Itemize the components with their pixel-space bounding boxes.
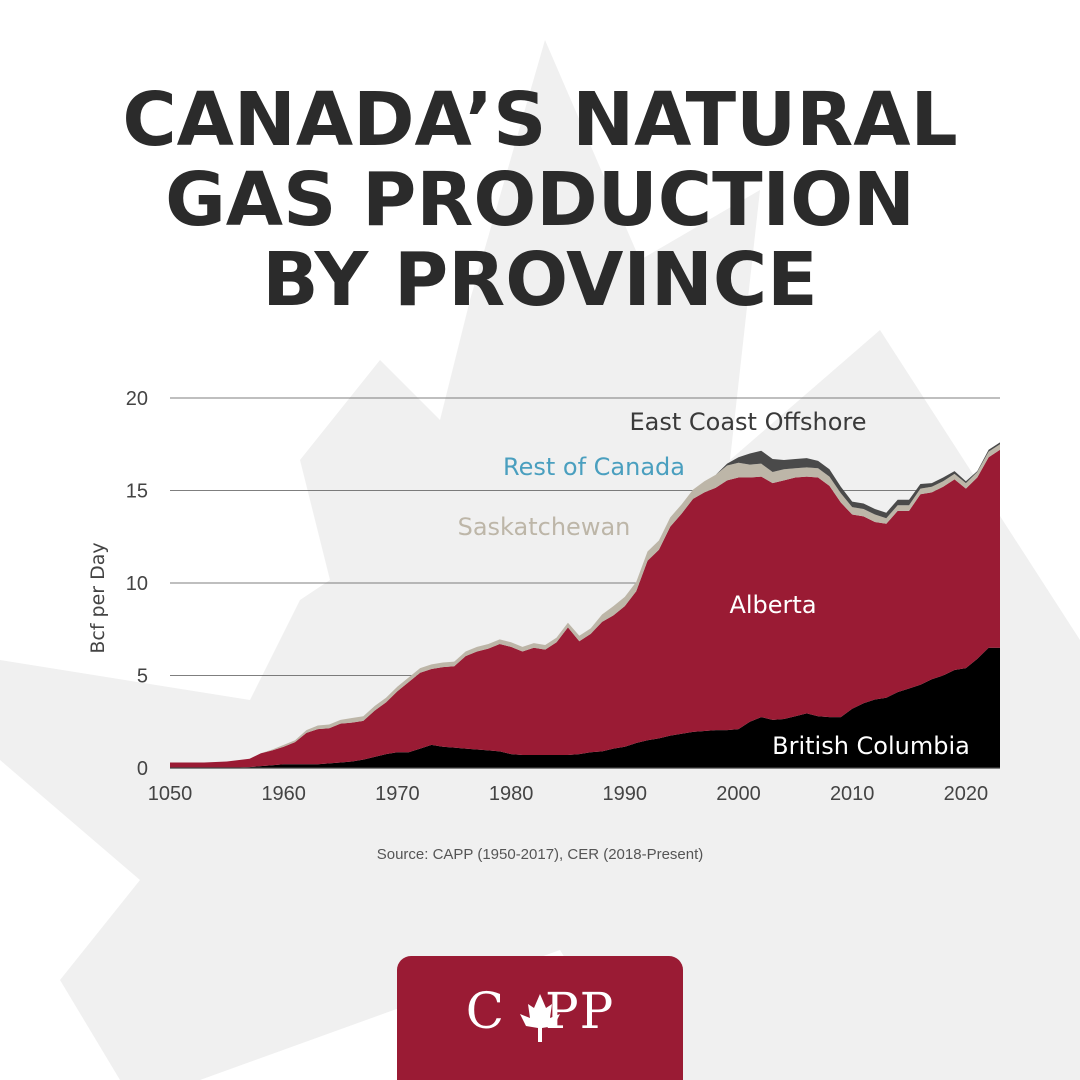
x-tick-label: 2010	[830, 783, 875, 805]
y-axis-label: Bcf per Day	[87, 542, 109, 653]
x-tick-label: 1980	[489, 783, 534, 805]
x-tick-label: 1990	[603, 783, 648, 805]
series-label-rest-of-canada: Rest of Canada	[503, 453, 685, 481]
logo-wordmark: C PP	[397, 982, 683, 1040]
y-tick-label: 0	[137, 758, 148, 780]
logo-letters-pp: PP	[544, 982, 615, 1040]
series-label-saskatchewan: Saskatchewan	[458, 513, 631, 541]
series-label-alberta: Alberta	[729, 591, 816, 619]
title-line-1: CANADA’S NATURAL	[122, 77, 958, 163]
source-note: Source: CAPP (1950-2017), CER (2018-Pres…	[376, 846, 704, 863]
x-tick-label: 2000	[716, 783, 761, 805]
x-tick-label: 2020	[944, 783, 989, 805]
capp-logo: C PP	[397, 956, 683, 1080]
series-labels: East Coast Offshore Rest of Canada Saskatc…	[458, 408, 970, 760]
y-tick-label: 10	[126, 573, 148, 595]
y-tick-label: 20	[126, 388, 148, 410]
production-area-chart: 0 5 10 15 20 1050 1960 1970 1980 1990 2000 2010 2020…	[87, 388, 1000, 805]
series-label-british-columbia: British Columbia	[772, 732, 970, 760]
x-tick-label: 1050	[148, 783, 193, 805]
title-line-2: GAS PRODUCTION	[165, 157, 915, 243]
y-tick-label: 15	[126, 481, 148, 503]
area-alberta	[170, 449, 1000, 768]
x-tick-label: 1960	[261, 783, 306, 805]
title-line-3: BY PROVINCE	[262, 237, 818, 323]
logo-maple-leaf-icon	[520, 994, 560, 1042]
axes: 0 5 10 15 20 1050 1960 1970 1980 1990 2000 2010 2020…	[87, 388, 1000, 805]
x-tick-label: 1970	[375, 783, 420, 805]
series-label-east-coast-offshore: East Coast Offshore	[629, 408, 866, 436]
series-areas	[170, 442, 1000, 768]
area-british-columbia	[170, 647, 1000, 768]
logo-letter-c: C	[465, 982, 505, 1040]
page-title: CANADA’S NATURAL GAS PRODUCTION BY PROVI…	[0, 80, 1080, 320]
y-tick-label: 5	[137, 666, 148, 688]
